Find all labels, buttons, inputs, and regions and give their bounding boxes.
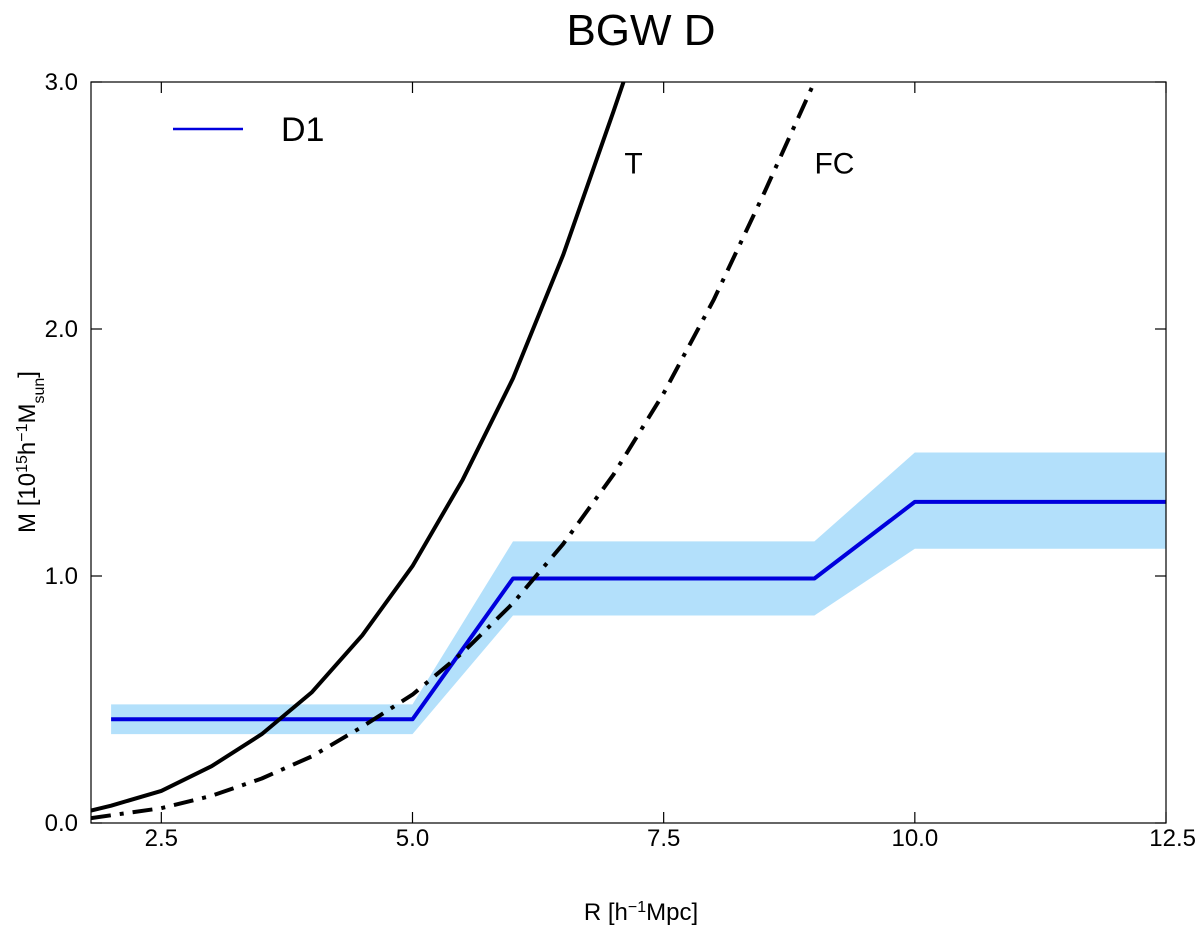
y-axis-label-sup1: 15 xyxy=(14,455,31,473)
y-tick-label: 3.0 xyxy=(45,69,78,96)
y-tick-label: 1.0 xyxy=(45,563,78,590)
x-axis-label-suffix: Mpc] xyxy=(646,899,698,926)
x-axis-label-prefix: R [h xyxy=(584,899,628,926)
x-tick-label: 2.5 xyxy=(145,825,178,852)
series-line-fc xyxy=(91,82,817,821)
y-tick-label: 0.0 xyxy=(45,810,78,837)
x-tick-label: 5.0 xyxy=(396,825,429,852)
series-line-d1 xyxy=(111,499,1166,722)
y-axis-label-prefix: M [10 xyxy=(14,473,41,533)
y-axis-label-base: M xyxy=(14,404,41,424)
annotation-fc: FC xyxy=(814,147,854,180)
y-axis-label-sup2: −1 xyxy=(14,423,31,441)
x-axis-label-superscript: −1 xyxy=(628,899,646,916)
y-axis-label-mid: h xyxy=(14,442,41,455)
x-tick-label: 10.0 xyxy=(891,825,938,852)
legend-label-d1: D1 xyxy=(281,111,324,149)
x-tick-label: 7.5 xyxy=(647,825,680,852)
plot-frame xyxy=(90,81,1167,824)
chart-title: BGW D xyxy=(566,6,715,55)
plot-area: 2.5 5.0 7.5 10.0 12.5 0.0 1.0 2.0 3.0 D1 T FC xyxy=(45,69,1196,852)
d1-uncertainty-band xyxy=(111,452,1167,735)
y-axis-label-sub: sun xyxy=(31,378,48,404)
x-tick-label: 12.5 xyxy=(1149,825,1196,852)
x-axis-label: R [h−1Mpc] xyxy=(584,899,698,927)
annotation-t: T xyxy=(624,147,642,180)
y-tick-label: 2.0 xyxy=(45,316,78,343)
y-axis-label: M [1015h−1Msun] xyxy=(14,371,48,533)
series-line-t xyxy=(91,82,626,813)
y-axis-label-suffix: ] xyxy=(14,371,41,378)
